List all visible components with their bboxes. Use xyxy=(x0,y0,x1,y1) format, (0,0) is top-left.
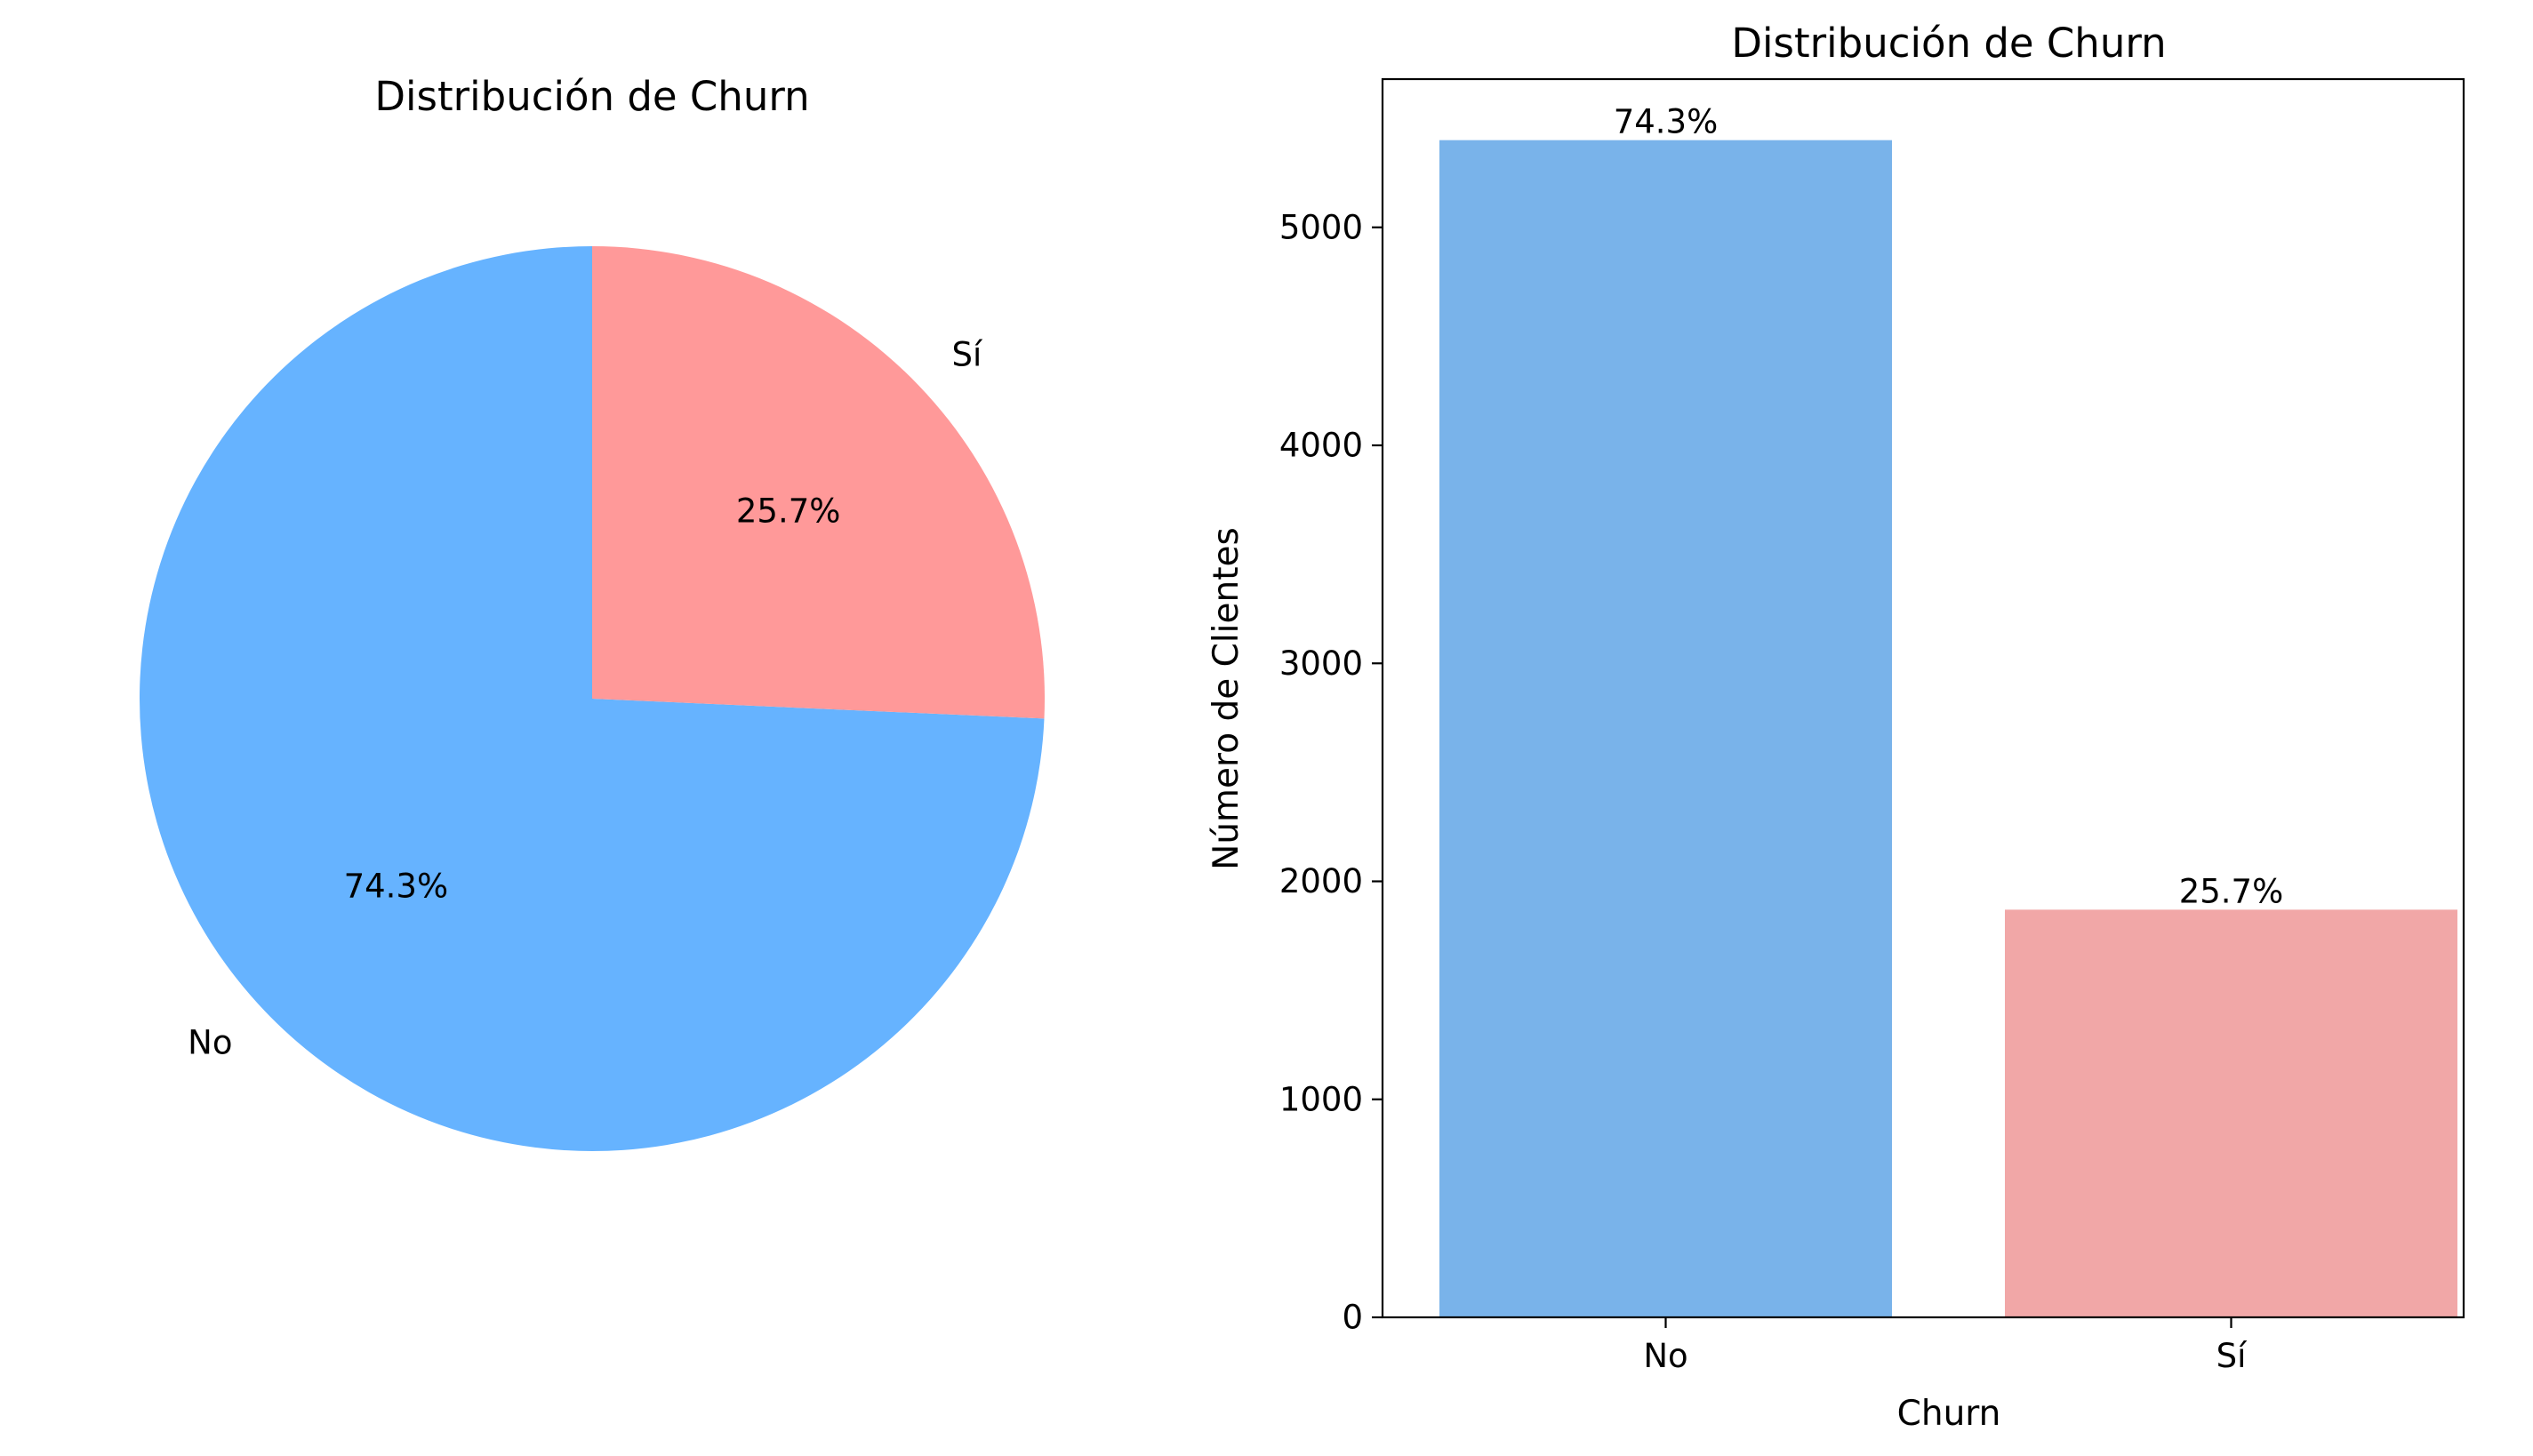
bar-value-label: 74.3% xyxy=(1614,103,1719,141)
pie-slice-s xyxy=(592,246,1046,719)
pie-labels: 74.3% No 25.7% Sí xyxy=(188,335,983,1061)
pie-slice-no xyxy=(140,246,1045,1151)
bar-s xyxy=(2005,909,2457,1317)
bar-chart-title: Distribución de Churn xyxy=(1731,20,2166,67)
pie-chart: Distribución de Churn 74.3% No 25.7% Sí xyxy=(140,73,1046,1151)
bar-value-labels: 74.3% 25.7% xyxy=(1614,103,2284,911)
pie-chart-title: Distribución de Churn xyxy=(374,73,809,120)
pie-category-label: Sí xyxy=(952,335,983,373)
x-tick-label: No xyxy=(1643,1337,1687,1375)
bar-chart: Distribución de Churn 74.3% 25.7% 0 1000 20… xyxy=(1206,20,2465,1434)
y-tick-label: 5000 xyxy=(1279,208,1363,246)
x-tick-label: Sí xyxy=(2216,1337,2248,1375)
y-tick-label: 4000 xyxy=(1279,427,1363,465)
pie-pct-label: 74.3% xyxy=(344,868,449,906)
y-axis-label: Número de Clientes xyxy=(1206,527,1246,870)
y-tick-label: 1000 xyxy=(1279,1080,1363,1118)
plot-frame xyxy=(1381,77,2465,1319)
bar-marks xyxy=(1439,140,2457,1317)
pie-category-label: No xyxy=(188,1024,232,1062)
pie-pct-label: 25.7% xyxy=(736,492,841,530)
bar-value-label: 25.7% xyxy=(2179,872,2284,910)
y-tick-label: 3000 xyxy=(1279,644,1363,683)
bar-no xyxy=(1439,140,1892,1317)
pie-slices xyxy=(140,246,1046,1151)
x-axis-ticks: No Sí xyxy=(1643,1317,2248,1375)
y-tick-label: 2000 xyxy=(1279,862,1363,900)
y-axis-ticks: 0 1000 2000 3000 4000 5000 xyxy=(1279,208,1383,1337)
y-tick-label: 0 xyxy=(1342,1299,1363,1337)
x-axis-label: Churn xyxy=(1897,1394,2001,1434)
